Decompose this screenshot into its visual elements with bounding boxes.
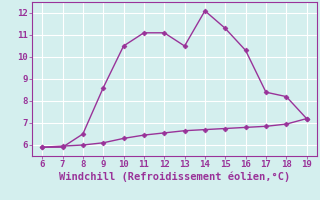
X-axis label: Windchill (Refroidissement éolien,°C): Windchill (Refroidissement éolien,°C) <box>59 172 290 182</box>
